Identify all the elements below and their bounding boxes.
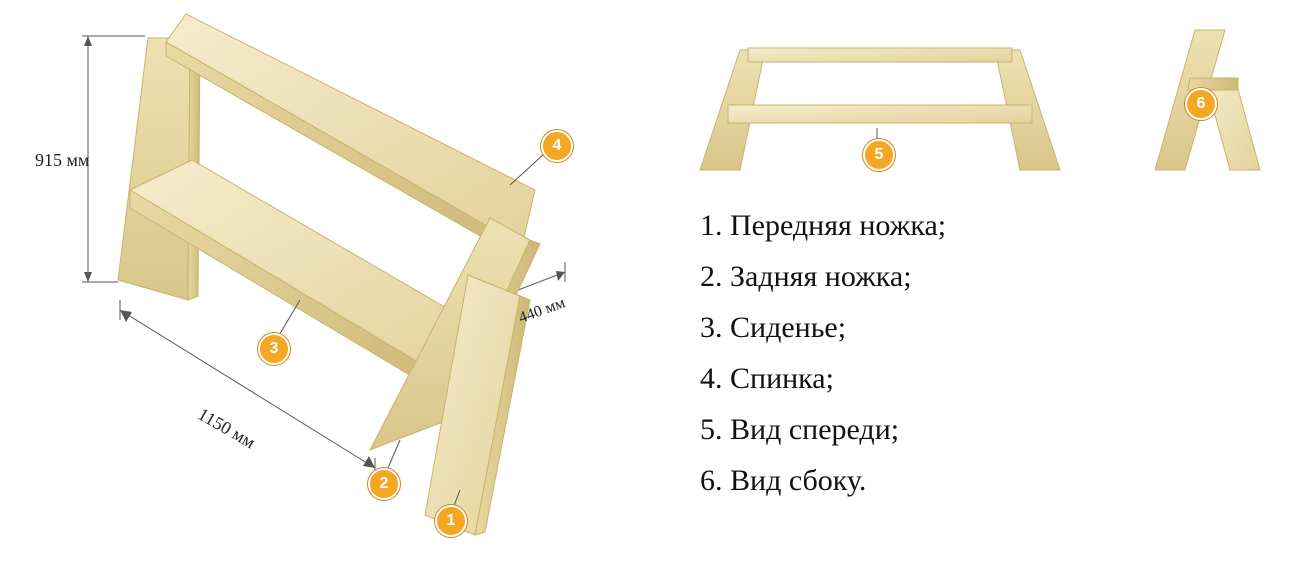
callout-1: 1 xyxy=(435,505,467,537)
callout-5-num: 5 xyxy=(875,146,884,164)
callout-6: 6 xyxy=(1185,88,1217,120)
legend-4-label: Спинка; xyxy=(730,362,834,395)
legend-5-label: Вид спереди; xyxy=(730,413,899,446)
parts-legend: 1. Передняя ножка; 2. Задняя ножка; 3. С… xyxy=(700,200,946,506)
dim-height-unit: мм xyxy=(67,150,90,170)
callout-4: 4 xyxy=(541,130,573,162)
legend-row-4: 4. Спинка; xyxy=(700,353,946,404)
callout-2-num: 2 xyxy=(380,475,389,493)
callout-5: 5 xyxy=(863,139,895,171)
legend-2-label: Задняя ножка; xyxy=(730,260,912,293)
legend-6-num: 6 xyxy=(700,464,715,497)
legend-3-label: Сиденье; xyxy=(730,311,846,344)
callout-3: 3 xyxy=(258,333,290,365)
legend-row-1: 1. Передняя ножка; xyxy=(700,200,946,251)
callout-2: 2 xyxy=(368,468,400,500)
legend-3-num: 3 xyxy=(700,311,715,344)
legend-6-label: Вид сбоку. xyxy=(730,464,866,497)
legend-2-num: 2 xyxy=(700,260,715,293)
callout-3-num: 3 xyxy=(270,340,279,358)
legend-row-3: 3. Сиденье; xyxy=(700,302,946,353)
legend-1-label: Передняя ножка; xyxy=(730,209,946,242)
callout-6-num: 6 xyxy=(1197,95,1206,113)
dim-height: 915 мм xyxy=(35,150,89,171)
dim-height-value: 915 xyxy=(35,150,62,170)
legend-row-2: 2. Задняя ножка; xyxy=(700,251,946,302)
legend-row-5: 5. Вид спереди; xyxy=(700,404,946,455)
legend-1-num: 1 xyxy=(700,209,715,242)
legend-4-num: 4 xyxy=(700,362,715,395)
legend-5-num: 5 xyxy=(700,413,715,446)
callout-1-num: 1 xyxy=(447,512,456,530)
legend-row-6: 6. Вид сбоку. xyxy=(700,455,946,506)
callout-4-num: 4 xyxy=(553,137,562,155)
bench-3d-view xyxy=(0,0,660,567)
